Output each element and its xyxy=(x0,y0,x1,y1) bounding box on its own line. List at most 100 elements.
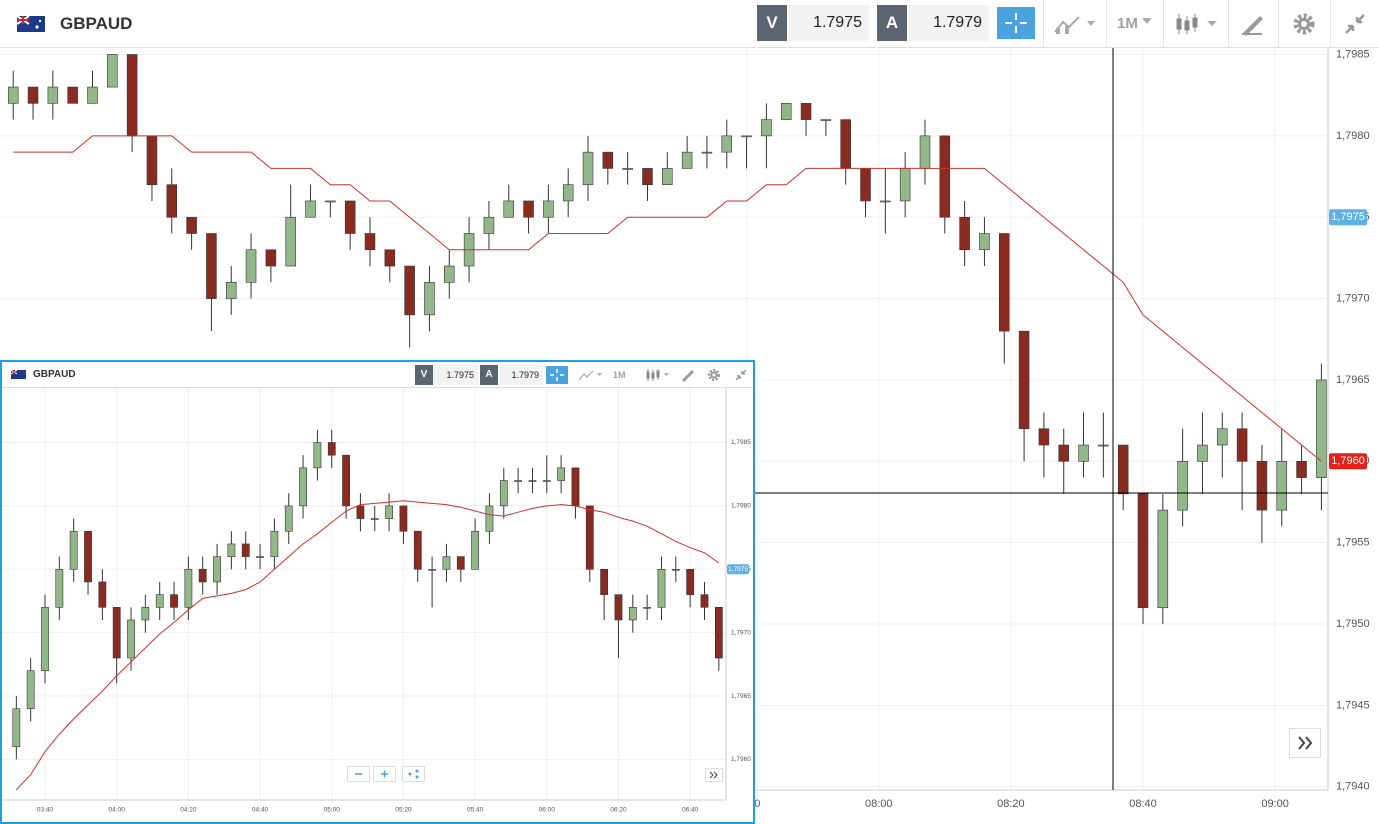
candle-body xyxy=(399,505,408,532)
dropdown[interactable] xyxy=(1141,16,1153,26)
bid-label[interactable]: V xyxy=(757,5,787,41)
candle-body xyxy=(285,216,296,267)
flag xyxy=(17,16,45,32)
candle-body xyxy=(1038,428,1050,446)
separator xyxy=(1278,0,1279,48)
candle-body xyxy=(41,607,49,671)
candle-body xyxy=(256,556,264,558)
candle-body xyxy=(1236,428,1248,462)
candle-body xyxy=(413,530,422,570)
candle-body xyxy=(305,200,316,218)
chart-type-button[interactable] xyxy=(578,369,604,382)
candle-body xyxy=(270,530,279,557)
separator xyxy=(1163,0,1164,48)
candle-body xyxy=(780,103,792,120)
minimize-button[interactable] xyxy=(734,368,748,382)
candle-body xyxy=(265,249,277,267)
candle-body xyxy=(67,86,78,104)
candle-body xyxy=(428,568,436,571)
inset-window: 1,7960 1,7965 1,7970 1,7975 1,7980 1,7985 03:4… xyxy=(0,360,755,824)
ask-label[interactable]: A xyxy=(480,365,498,385)
x-tick-label: 06:20 xyxy=(610,807,627,814)
candle-body xyxy=(170,594,178,608)
bid-label[interactable]: V xyxy=(415,365,433,385)
candle-body xyxy=(701,151,713,154)
minimize-button[interactable] xyxy=(1343,12,1367,36)
scroll-right-button[interactable] xyxy=(1289,728,1321,758)
x-tick-label: 08:00 xyxy=(865,798,893,810)
candle-style-button[interactable] xyxy=(1175,12,1220,36)
candle-body xyxy=(12,708,21,748)
timeframe[interactable]: 1M xyxy=(613,370,626,380)
candle-body xyxy=(213,556,221,583)
separator xyxy=(1330,0,1331,48)
crosshair-button[interactable] xyxy=(546,366,568,384)
candle-body xyxy=(880,200,891,203)
x-tick-label: 04:40 xyxy=(252,807,269,814)
candle-body xyxy=(26,670,35,710)
candle-body xyxy=(571,467,580,507)
price-tag-label: 1,7975 xyxy=(1331,211,1365,223)
candle-body xyxy=(456,556,465,570)
settings-button[interactable] xyxy=(1292,12,1316,36)
y-tick-label: 1,7950 xyxy=(1336,618,1370,630)
ask-price[interactable]: 1.7979 xyxy=(909,5,989,41)
timeframe[interactable]: 1M xyxy=(1117,15,1138,32)
crosshair-button[interactable] xyxy=(997,7,1035,39)
ask-label[interactable]: A xyxy=(877,5,907,41)
candle-body xyxy=(899,168,911,202)
candle-body xyxy=(523,200,534,218)
candle-body xyxy=(47,86,59,104)
candle-body xyxy=(206,233,217,299)
candle-body xyxy=(98,581,107,608)
candle-body xyxy=(370,518,379,520)
candle-body xyxy=(600,568,609,595)
y-tick-label: 1,7970 xyxy=(1336,292,1370,304)
settings-button[interactable] xyxy=(707,368,721,382)
candle-body xyxy=(1217,428,1228,446)
candle-body xyxy=(126,54,138,137)
candle-body xyxy=(820,119,832,121)
candle-body xyxy=(657,568,666,608)
ask-price[interactable]: 1.7979 xyxy=(499,365,543,385)
x-tick-label: 03:40 xyxy=(37,807,54,814)
draw-button[interactable] xyxy=(1240,12,1266,36)
candle-body xyxy=(1316,379,1327,478)
candle-body xyxy=(299,467,307,507)
y-tick-label: 1,7980 xyxy=(731,503,751,510)
moving-average xyxy=(15,500,720,791)
x-tick-label: 08:20 xyxy=(997,798,1025,810)
candle-body xyxy=(662,168,673,185)
zoom-controls[interactable] xyxy=(347,766,429,782)
chart-type-button[interactable] xyxy=(1053,12,1098,36)
candle-body xyxy=(686,568,695,595)
candle-body xyxy=(671,568,680,571)
x-tick-label: 05:40 xyxy=(467,807,484,814)
price-tag xyxy=(727,564,749,575)
candle-body xyxy=(84,530,92,583)
candle-body xyxy=(325,200,336,203)
price-tag-label: 1,7975 xyxy=(728,566,748,573)
symbol: GBPAUD xyxy=(60,14,133,33)
candle-body xyxy=(1296,461,1307,478)
x-tick-label: 08:40 xyxy=(1129,798,1157,810)
bid-price[interactable]: 1.7975 xyxy=(789,5,869,41)
y-tick-label: 1,7940 xyxy=(1336,781,1370,793)
bid-price[interactable]: 1.7975 xyxy=(434,365,478,385)
candle-body xyxy=(7,86,19,104)
candle-body xyxy=(1137,493,1149,609)
inset-chart: 1,7960 1,7965 1,7970 1,7975 1,7980 1,7985 03:4… xyxy=(2,388,751,814)
y-tick-label: 1,7965 xyxy=(1336,374,1370,386)
x-tick-label: 05:20 xyxy=(395,807,412,814)
scroll-right-button[interactable] xyxy=(705,768,723,782)
candle-body xyxy=(385,505,393,519)
y-tick-label: 1,7965 xyxy=(731,693,751,700)
y-tick-label: 1,7955 xyxy=(1336,537,1370,549)
candle-body xyxy=(241,543,250,557)
candle-style-button[interactable] xyxy=(646,368,672,382)
draw-button[interactable] xyxy=(681,368,695,382)
candle-body xyxy=(127,619,135,659)
y-tick-label: 1,7960 xyxy=(731,756,751,763)
candle-body xyxy=(198,568,207,583)
